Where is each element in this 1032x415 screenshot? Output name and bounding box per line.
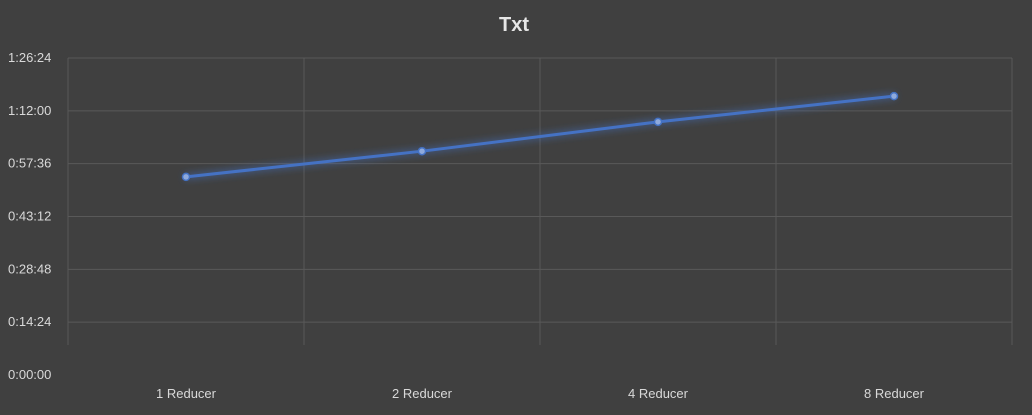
- y-tick-label: 1:26:24: [8, 50, 51, 65]
- x-tick-label: 1 Reducer: [156, 386, 217, 401]
- series-group: [181, 91, 899, 182]
- y-tick-label: 0:43:12: [8, 209, 51, 224]
- data-point: [181, 172, 191, 182]
- x-tick-label: 2 Reducer: [392, 386, 453, 401]
- data-point: [653, 117, 663, 127]
- series-line: [184, 94, 896, 179]
- x-tick-label: 4 Reducer: [628, 386, 689, 401]
- y-tick-label: 0:57:36: [8, 156, 51, 171]
- y-tick-label: 0:00:00: [8, 367, 51, 382]
- y-tick-label: 0:28:48: [8, 261, 51, 276]
- y-tick-label: 0:14:24: [8, 314, 51, 329]
- chart-title: Txt: [499, 14, 529, 36]
- data-point: [889, 91, 899, 101]
- x-tick-label: 8 Reducer: [864, 386, 925, 401]
- x-axis: 1 Reducer 2 Reducer 4 Reducer 8 Reducer: [156, 386, 925, 401]
- y-axis: 0:00:00 0:14:24 0:28:48 0:43:12 0:57:36 1:12:…: [8, 50, 51, 382]
- gridlines: [67, 57, 1013, 345]
- data-point: [417, 146, 427, 156]
- y-tick-label: 1:12:00: [8, 103, 51, 118]
